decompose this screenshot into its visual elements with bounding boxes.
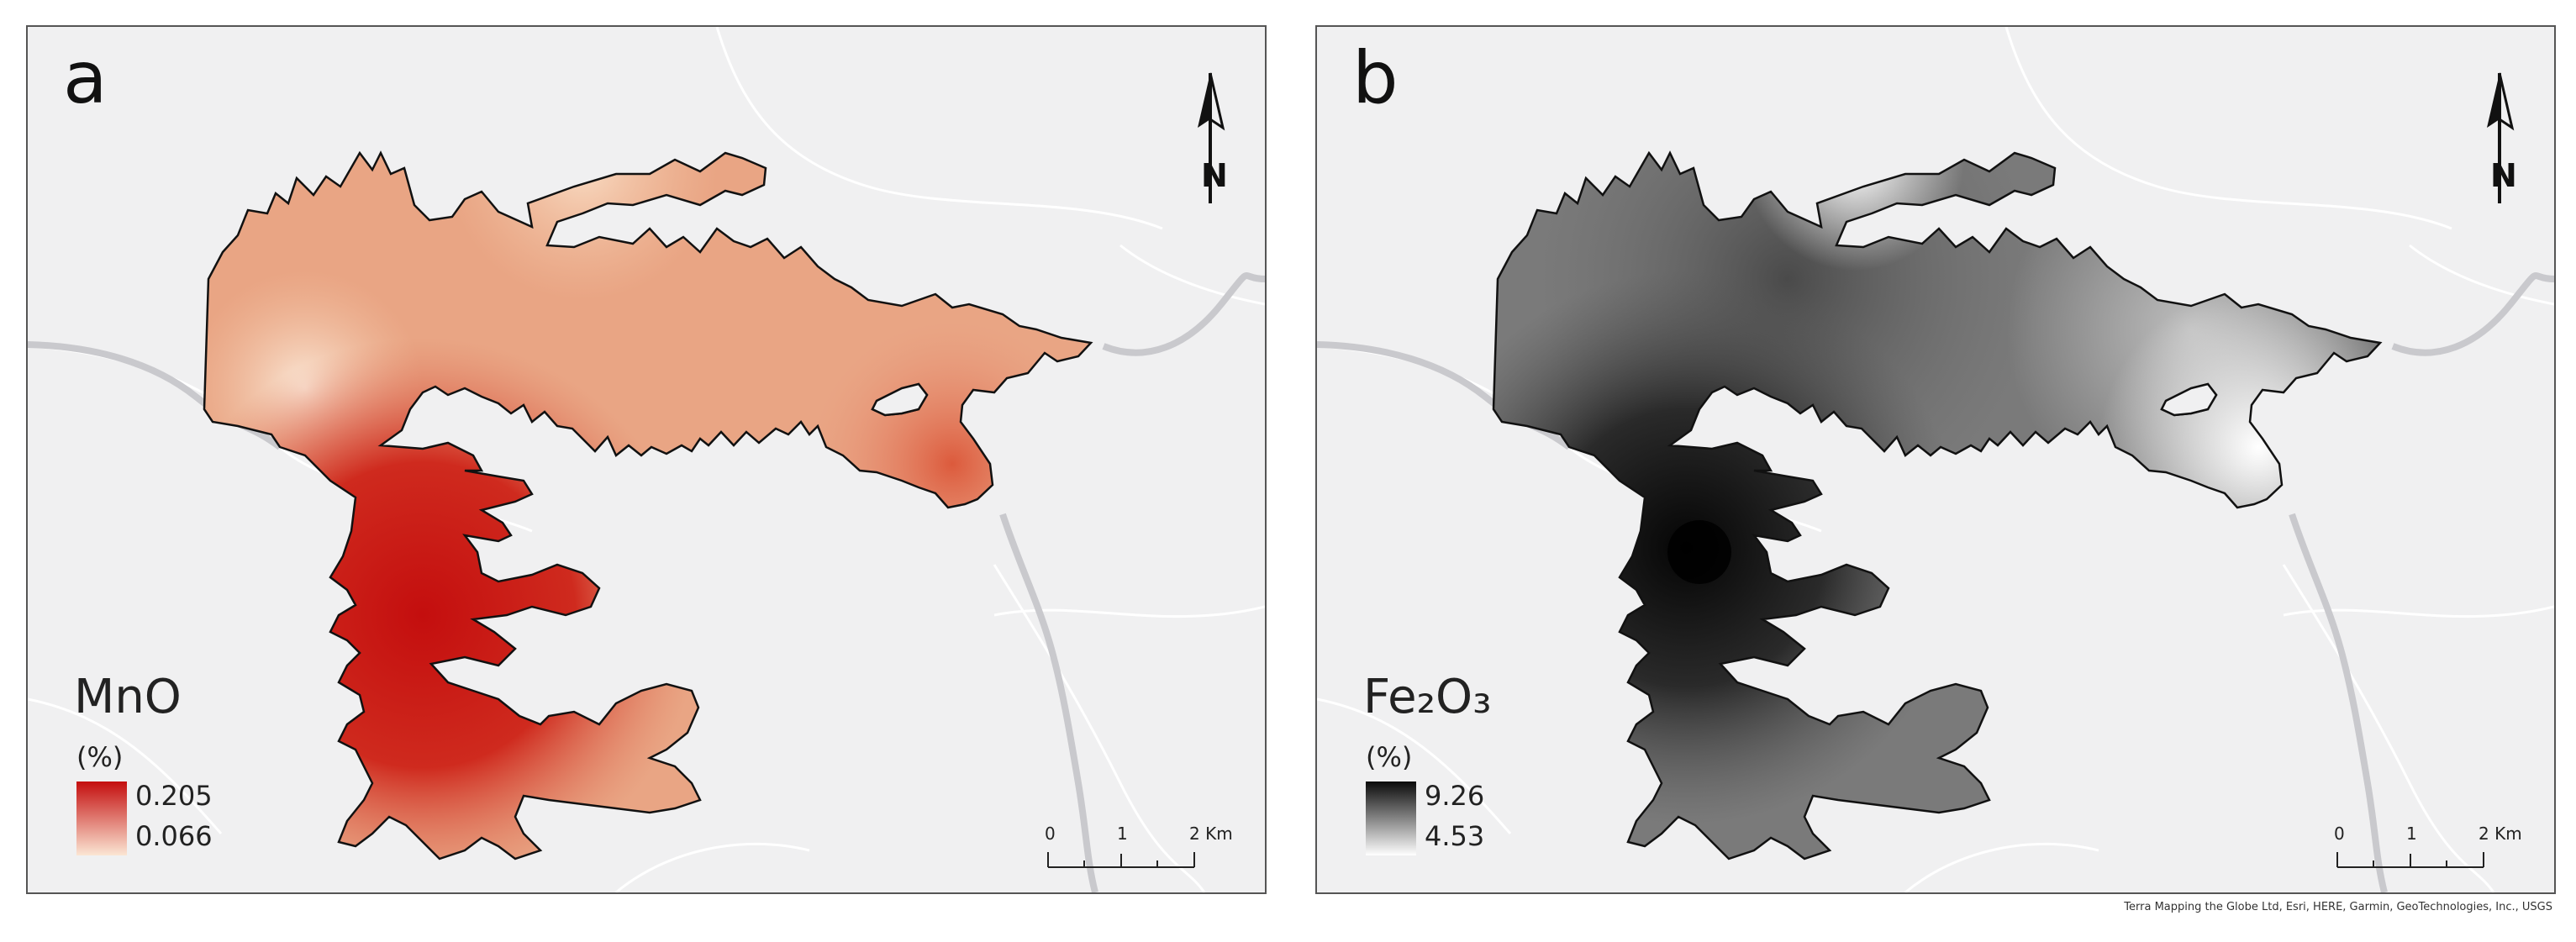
legend-unit: (%) [1366, 741, 1413, 773]
north-arrow-icon: N [2487, 72, 2517, 203]
map-panel-a: a N MnO (%) 0.205 0.066 0 1 2 Km [26, 25, 1267, 894]
legend-max-value: 9.26 [1425, 780, 1485, 812]
map-canvas [1317, 27, 2554, 892]
scale-bar: 0 1 2 Km [2334, 824, 2527, 882]
map-attribution: Terra Mapping the Globe Ltd, Esri, HERE,… [2124, 901, 2552, 913]
north-label: N [1201, 157, 1228, 194]
map-canvas [28, 27, 1265, 892]
legend-min-value: 4.53 [1425, 820, 1485, 852]
scale-label-1: 1 [2406, 824, 2417, 844]
legend-max-value: 0.205 [135, 780, 213, 812]
scale-label-0: 0 [1045, 824, 1056, 844]
legend-color-ramp [76, 781, 127, 855]
scale-label-2: 2 Km [2479, 824, 2522, 844]
scale-label-2: 2 Km [1189, 824, 1233, 844]
legend-title: MnO [74, 670, 182, 724]
scale-bar: 0 1 2 Km [1045, 824, 1238, 882]
north-arrow-icon: N [1198, 72, 1228, 203]
legend-color-ramp [1366, 781, 1416, 855]
scale-label-1: 1 [1117, 824, 1128, 844]
legend-min-value: 0.066 [135, 820, 213, 852]
map-panel-b: b N Fe₂O₃ (%) 9.26 4.53 0 1 2 Km [1315, 25, 2556, 894]
island [871, 382, 929, 417]
legend-title: Fe₂O₃ [1363, 670, 1492, 724]
scale-label-0: 0 [2334, 824, 2345, 844]
legend-unit: (%) [76, 741, 124, 773]
north-label: N [2490, 157, 2517, 194]
panel-letter: a [63, 36, 108, 120]
panel-letter: b [1352, 36, 1399, 120]
island [2160, 382, 2218, 417]
